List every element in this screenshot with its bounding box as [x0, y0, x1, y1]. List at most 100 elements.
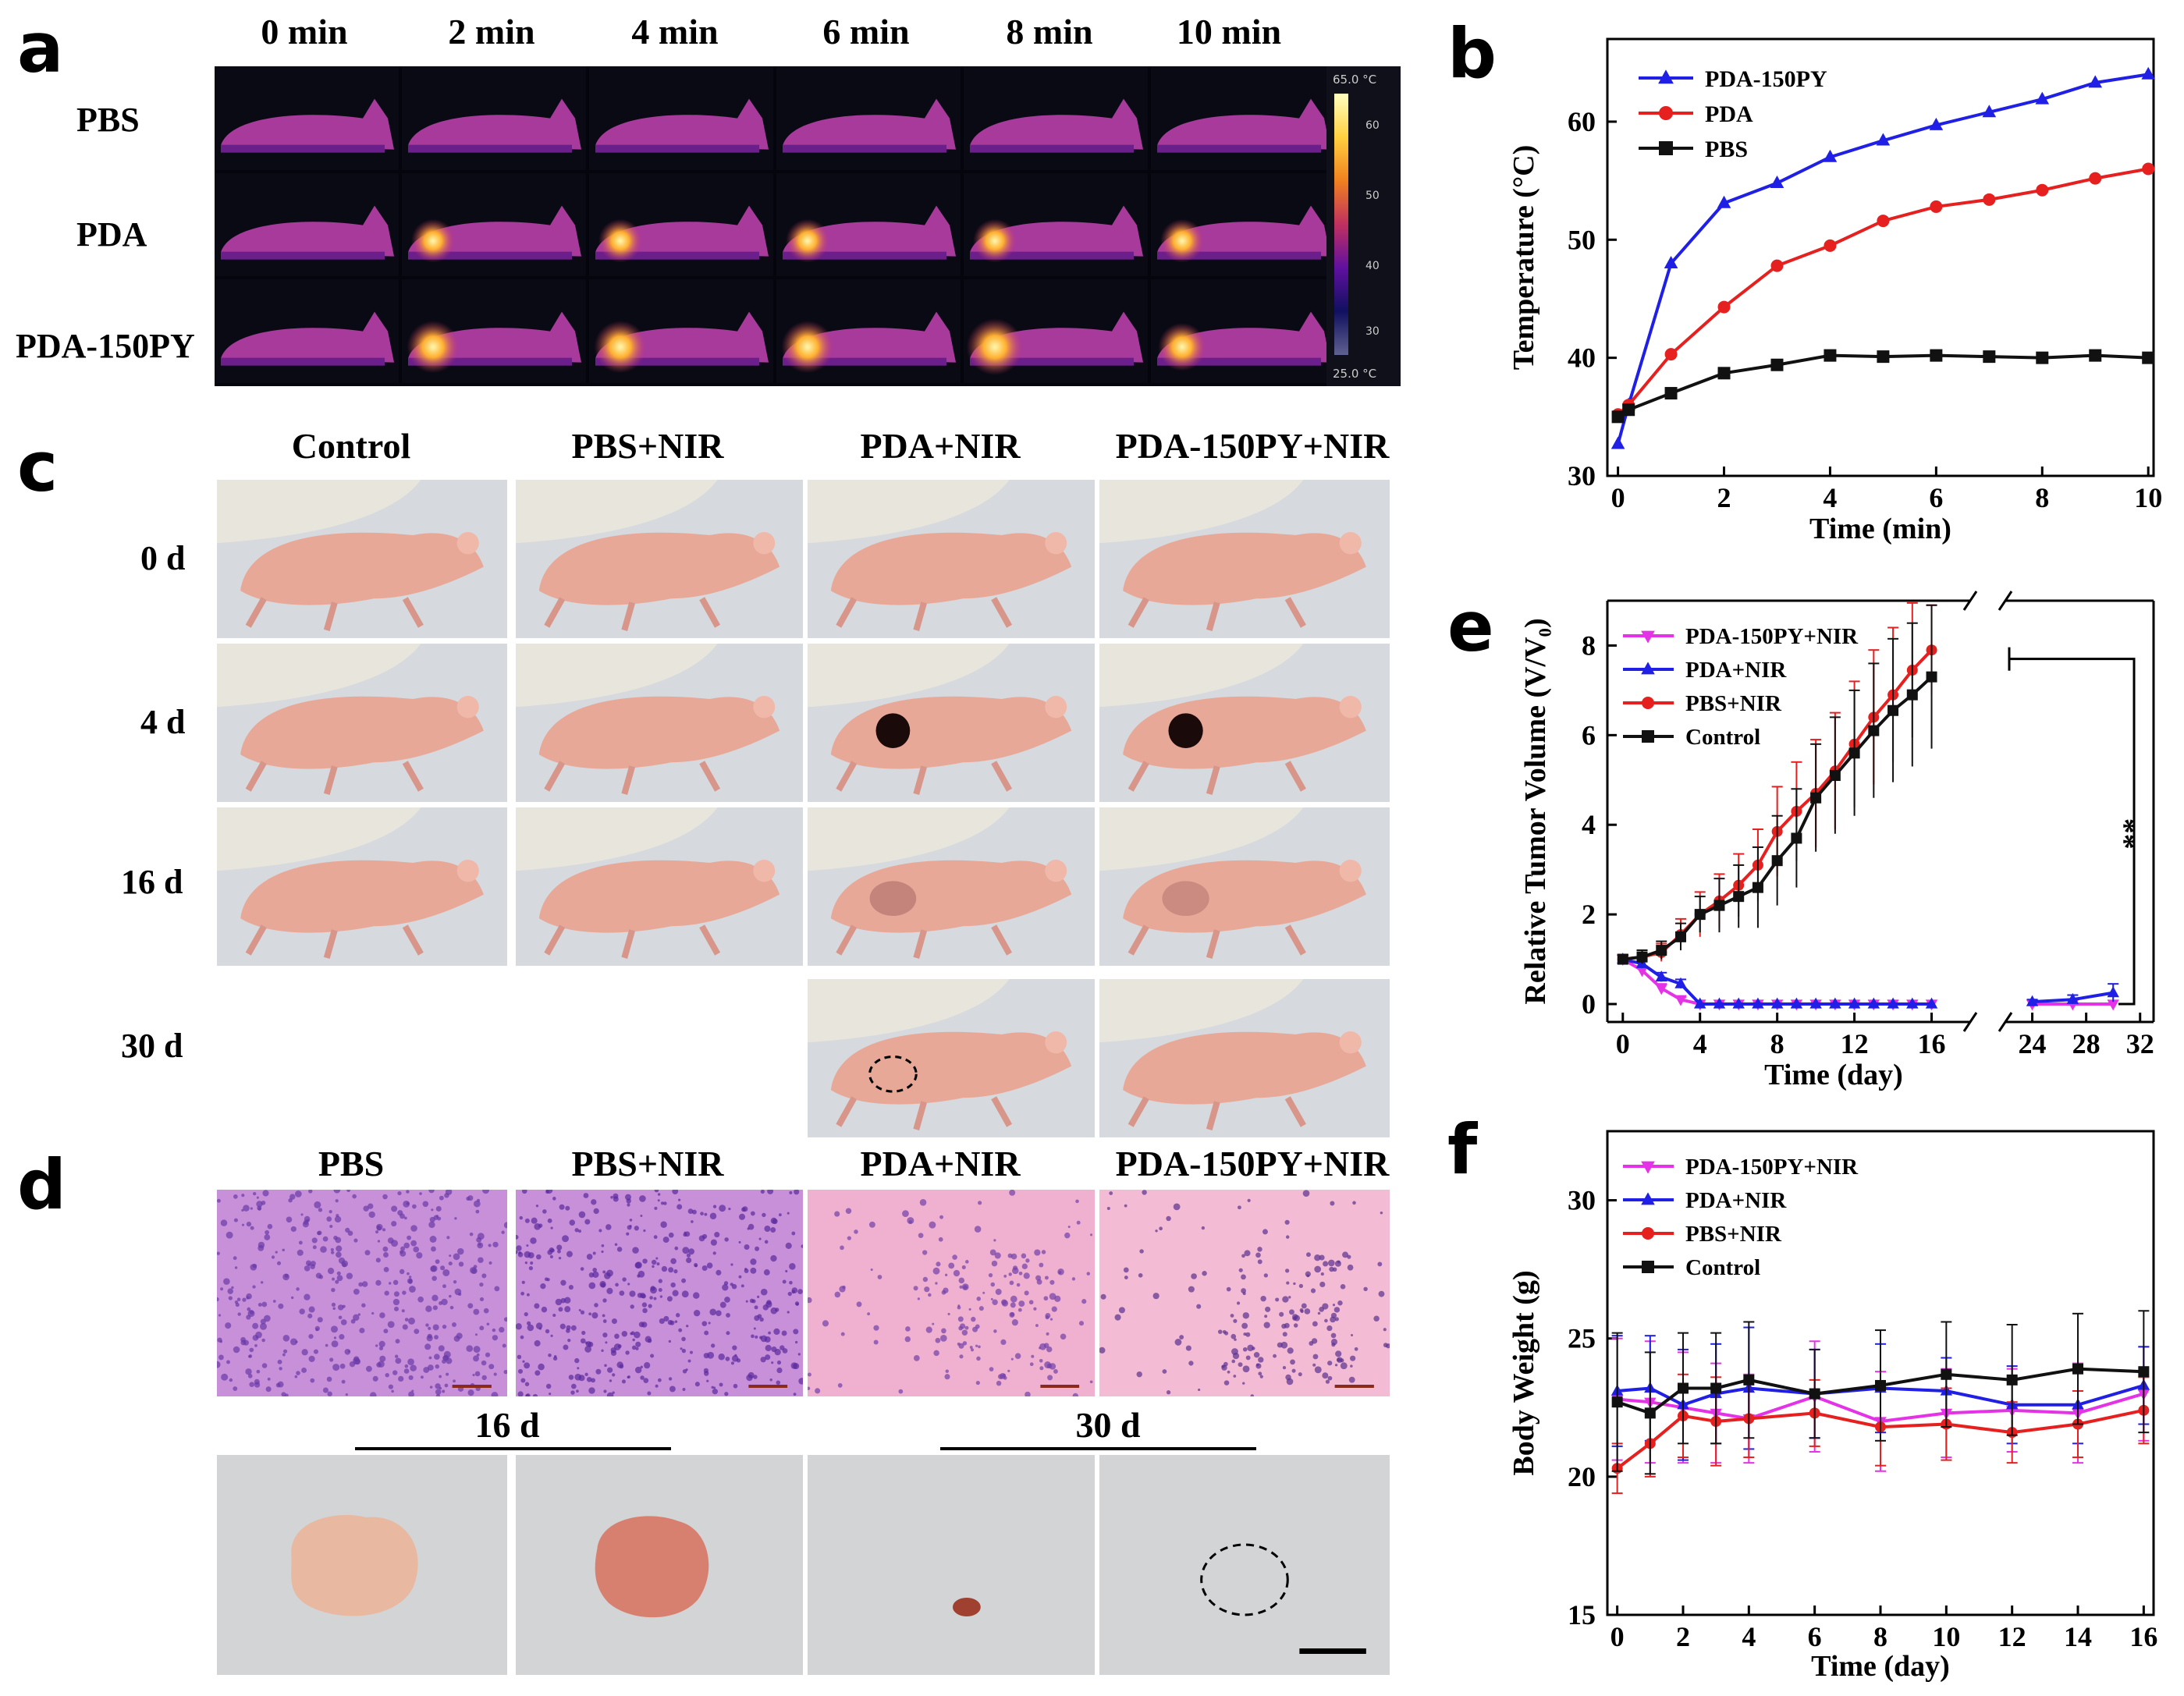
cell-nucleus — [241, 1194, 245, 1197]
cell-nucleus — [606, 1287, 613, 1294]
cell-nucleus — [738, 1275, 742, 1279]
thermal-mouse-silhouette — [221, 98, 394, 153]
cell-nucleus — [902, 1210, 909, 1218]
cell-nucleus — [1064, 1232, 1071, 1239]
data-point — [1867, 997, 1880, 1009]
cell-nucleus — [259, 1322, 267, 1330]
data-point — [1617, 953, 1628, 965]
cell-nucleus — [262, 1190, 269, 1197]
cell-nucleus — [361, 1303, 366, 1307]
cell-nucleus — [641, 1293, 646, 1299]
x-tick-label: 6 — [1808, 1621, 1822, 1652]
cell-nucleus — [1350, 1355, 1356, 1361]
cell-nucleus — [391, 1389, 394, 1393]
cell-nucleus — [611, 1318, 617, 1325]
cell-nucleus — [395, 1357, 402, 1364]
cell-nucleus — [569, 1219, 576, 1226]
cell-nucleus — [1250, 1394, 1255, 1396]
cell-nucleus — [1282, 1366, 1287, 1370]
mouse-photo — [516, 807, 803, 966]
legend-marker — [1659, 106, 1673, 120]
cell-nucleus — [711, 1386, 714, 1389]
cell-nucleus — [662, 1237, 669, 1244]
cell-nucleus — [530, 1237, 537, 1244]
cell-nucleus — [335, 1199, 339, 1203]
cell-nucleus — [308, 1190, 313, 1194]
cell-nucleus — [252, 1322, 259, 1329]
data-point — [1906, 689, 1918, 701]
cell-nucleus — [667, 1319, 673, 1325]
cell-nucleus — [634, 1331, 641, 1339]
cell-nucleus — [376, 1226, 382, 1231]
cell-nucleus — [659, 1318, 665, 1325]
mouse-photo-grid — [217, 480, 1395, 1137]
cell-nucleus — [790, 1362, 797, 1369]
cell-nucleus — [387, 1237, 394, 1244]
cell-nucleus — [907, 1217, 914, 1225]
cell-nucleus — [567, 1338, 571, 1343]
cell-nucleus — [402, 1324, 408, 1330]
cell-nucleus — [331, 1287, 336, 1293]
mouse-body — [538, 696, 780, 769]
cell-nucleus — [377, 1240, 381, 1243]
cell-nucleus — [558, 1307, 563, 1312]
cell-nucleus — [1017, 1307, 1022, 1312]
cell-nucleus — [1009, 1190, 1016, 1196]
cell-nucleus — [739, 1213, 746, 1220]
mouse-base — [595, 144, 759, 153]
cell-nucleus — [336, 1271, 341, 1276]
cell-nucleus — [657, 1199, 660, 1202]
cell-nucleus — [531, 1217, 538, 1224]
cell-nucleus — [604, 1272, 611, 1279]
mouse-photo — [1099, 480, 1390, 638]
data-point — [1622, 403, 1635, 417]
glove — [808, 480, 1010, 544]
cell-nucleus — [1046, 1346, 1053, 1353]
cell-nucleus — [1309, 1341, 1314, 1347]
mouse-ear — [1339, 1031, 1362, 1054]
cell-nucleus — [1298, 1372, 1302, 1377]
cell-nucleus — [614, 1243, 618, 1246]
cell-nucleus — [794, 1301, 800, 1306]
cell-nucleus — [583, 1193, 589, 1198]
cell-nucleus — [681, 1336, 686, 1342]
cell-nucleus — [428, 1221, 435, 1229]
mouse-photo — [808, 807, 1095, 966]
mouse-body — [830, 1031, 1072, 1105]
cell-nucleus — [221, 1373, 229, 1381]
photo-column-label: Control — [291, 426, 411, 466]
cell-nucleus — [1009, 1311, 1015, 1318]
mouse-legs — [1128, 761, 1306, 795]
cell-nucleus — [1237, 1205, 1241, 1210]
cell-nucleus — [659, 1295, 663, 1298]
cell-nucleus — [989, 1249, 996, 1256]
thermal-row-label: PDA — [76, 215, 147, 254]
cell-nucleus — [687, 1359, 691, 1363]
cell-nucleus — [627, 1375, 630, 1378]
cell-nucleus — [296, 1287, 300, 1291]
cell-nucleus — [303, 1219, 309, 1225]
cell-nucleus — [845, 1208, 852, 1215]
data-point — [1868, 725, 1880, 736]
cell-nucleus — [918, 1233, 924, 1239]
thermal-image-grid — [215, 66, 1338, 386]
cell-nucleus — [522, 1360, 525, 1363]
mouse-ear — [753, 531, 776, 555]
cell-nucleus — [435, 1393, 441, 1396]
cell-nucleus — [559, 1204, 565, 1210]
cell-nucleus — [632, 1338, 635, 1342]
cell-nucleus — [601, 1250, 604, 1254]
cell-nucleus — [612, 1391, 615, 1394]
x-tick-label: 0 — [1611, 482, 1625, 513]
data-point — [1824, 239, 1837, 252]
cell-nucleus — [974, 1226, 982, 1233]
cell-nucleus — [449, 1254, 452, 1258]
thermal-time-label: 10 min — [1176, 12, 1282, 51]
cell-nucleus — [473, 1265, 478, 1269]
data-point — [2035, 91, 2050, 105]
cell-nucleus — [534, 1370, 541, 1376]
tumor-photo-art — [1200, 1543, 1366, 1654]
cell-nucleus — [413, 1246, 420, 1253]
mouse-body — [1123, 860, 1366, 933]
cell-nucleus — [254, 1343, 257, 1347]
